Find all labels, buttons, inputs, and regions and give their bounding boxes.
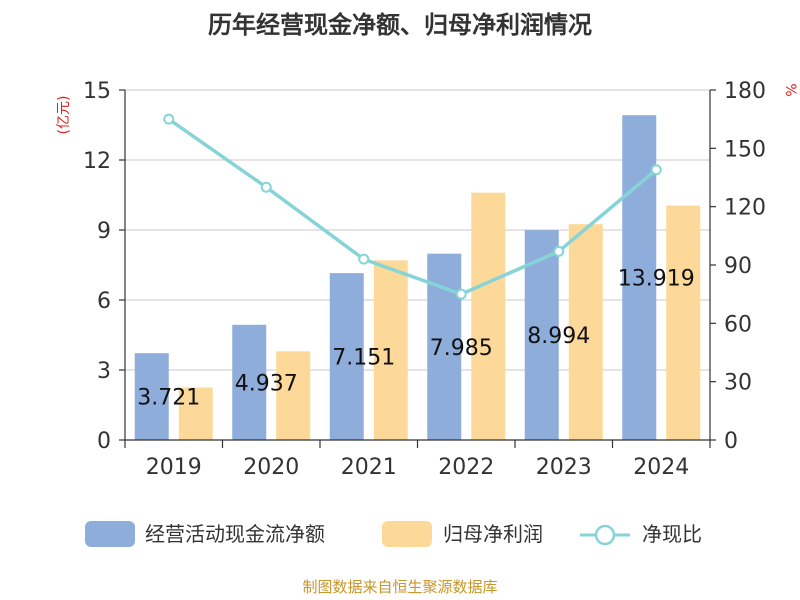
data-labels-layer: 3.721 4.937 7.151 7.985 8.994 13.919 bbox=[137, 267, 694, 411]
ratio-point-2024 bbox=[650, 164, 662, 176]
x-tick-label: 2019 bbox=[146, 455, 202, 480]
line-layer bbox=[163, 113, 662, 300]
data-label-2020: 4.937 bbox=[235, 371, 298, 396]
legend-marker-ratio bbox=[594, 524, 616, 546]
legend-swatch-netprofit bbox=[382, 521, 432, 547]
legend-swatch-cashflow bbox=[85, 521, 135, 547]
y-left-tick-label: 9 bbox=[97, 219, 111, 244]
y-right-axis-label: % bbox=[782, 83, 798, 96]
ratio-point-2019 bbox=[163, 113, 175, 125]
legend-label-netprofit: 归母净利润 bbox=[443, 522, 543, 546]
x-tick-label: 2020 bbox=[243, 455, 299, 480]
bar-cashflow-2020 bbox=[232, 324, 267, 440]
legend: 经营活动现金流净额 归母净利润 净现比 bbox=[85, 521, 702, 547]
x-tick-label: 2022 bbox=[438, 455, 494, 480]
y-right-tick-label: 180 bbox=[724, 79, 766, 104]
x-tick-label: 2023 bbox=[536, 455, 592, 480]
data-label-2023: 8.994 bbox=[527, 324, 590, 349]
y-left-axis-label: (亿元) bbox=[56, 96, 72, 135]
y-right-tick-label: 120 bbox=[724, 196, 766, 221]
bar-netprofit-2019 bbox=[178, 387, 213, 440]
bars-layer bbox=[134, 115, 701, 441]
y-left-tick-label: 12 bbox=[83, 149, 111, 174]
y-right-tick-label: 60 bbox=[724, 312, 752, 337]
ratio-point-2020 bbox=[260, 181, 272, 193]
ratio-point-2023 bbox=[553, 245, 565, 257]
y-right-tick-label: 90 bbox=[724, 254, 752, 279]
bar-netprofit-2020 bbox=[276, 351, 311, 440]
bar-cashflow-2024 bbox=[622, 115, 657, 441]
bar-cashflow-2019 bbox=[134, 353, 169, 440]
chart-title: 历年经营现金净额、归母净利润情况 bbox=[208, 11, 592, 39]
ratio-point-2022 bbox=[455, 288, 467, 300]
bar-netprofit-2024 bbox=[666, 205, 701, 440]
y-right-tick-label: 0 bbox=[724, 429, 738, 454]
legend-label-ratio: 净现比 bbox=[642, 522, 702, 546]
bar-cashflow-2021 bbox=[329, 273, 364, 440]
y-left-tick-label: 0 bbox=[97, 429, 111, 454]
data-label-2021: 7.151 bbox=[332, 346, 395, 371]
data-label-2019: 3.721 bbox=[137, 386, 200, 411]
y-left-tick-label: 6 bbox=[97, 289, 111, 314]
source-note: 制图数据来自恒生聚源数据库 bbox=[302, 578, 497, 596]
data-label-2024: 13.919 bbox=[618, 267, 695, 292]
bar-netprofit-2021 bbox=[373, 260, 408, 440]
bar-netprofit-2023 bbox=[568, 224, 603, 440]
data-label-2022: 7.985 bbox=[430, 336, 493, 361]
y-right-tick-label: 150 bbox=[724, 137, 766, 162]
x-tick-label: 2021 bbox=[341, 455, 397, 480]
y-left-tick-label: 15 bbox=[83, 79, 111, 104]
ratio-point-2021 bbox=[358, 253, 370, 265]
x-tick-label: 2024 bbox=[633, 455, 689, 480]
ratio-line bbox=[167, 117, 658, 297]
y-left-tick-label: 3 bbox=[97, 359, 111, 384]
y-right-tick-label: 30 bbox=[724, 371, 752, 396]
bar-netprofit-2022 bbox=[471, 192, 506, 440]
legend-label-cashflow: 经营活动现金流净额 bbox=[145, 522, 325, 546]
